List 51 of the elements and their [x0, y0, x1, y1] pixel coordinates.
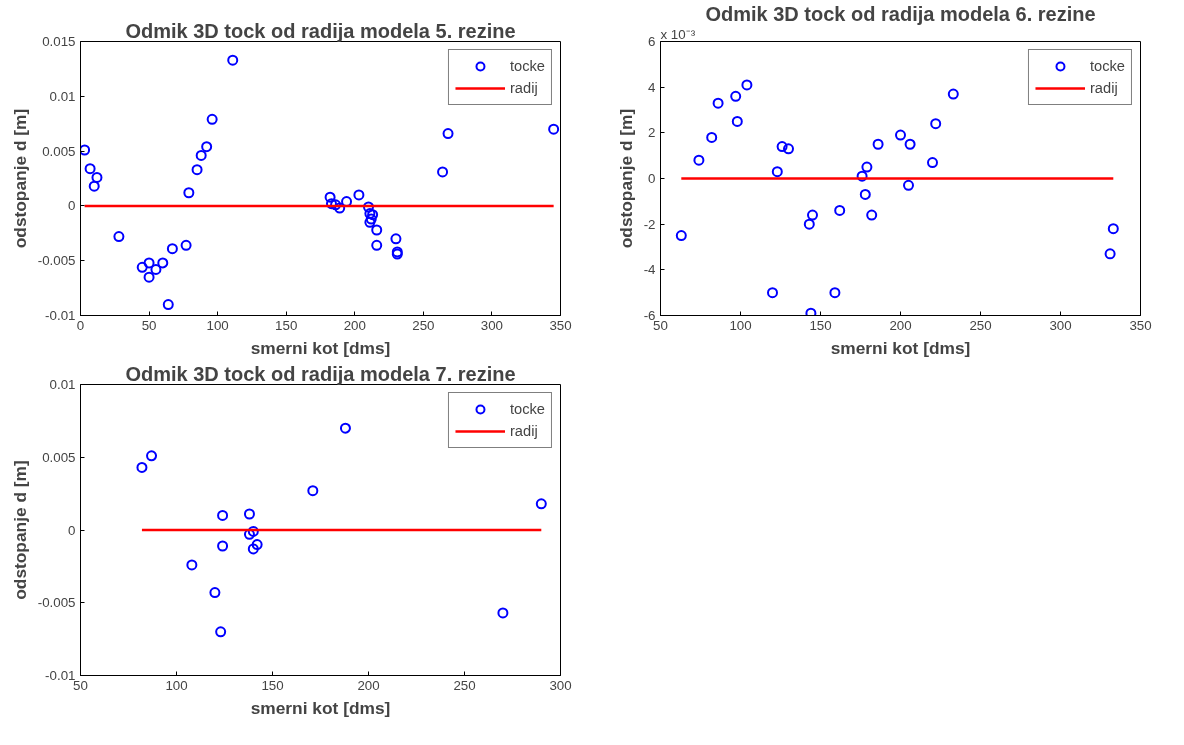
- chart-title: Odmik 3D tock od radija modela 7. rezine: [125, 362, 516, 385]
- text: x 10⁻³: [660, 26, 696, 42]
- x-tick-label: 150: [275, 317, 298, 333]
- x-tick-label: 200: [357, 677, 380, 693]
- x-tick-label: 350: [1129, 317, 1152, 333]
- x-tick-label: 250: [969, 317, 992, 333]
- x-tick-label: 50: [141, 317, 157, 333]
- x-tick-label: 250: [412, 317, 435, 333]
- x-tick-label: 150: [261, 677, 284, 693]
- x-tick-label: 200: [889, 317, 912, 333]
- y-tick-label: -0.005: [37, 595, 76, 611]
- legend-label: radij: [509, 423, 538, 439]
- x-tick-label: 100: [165, 677, 188, 693]
- y-tick-label: 0: [648, 171, 656, 186]
- y-tick-label: 6: [648, 34, 656, 49]
- x-axis-title: smerni kot [dms]: [250, 337, 391, 358]
- chart-title: Odmik 3D tock od radija modela 5. rezine: [125, 19, 516, 42]
- legend-label: tocke: [1089, 58, 1125, 74]
- y-tick-label: 2: [648, 125, 656, 141]
- y-tick-label: -0.005: [37, 253, 76, 269]
- y-axis-title: odstopanje d [m]: [9, 460, 30, 600]
- y-tick-label: 0: [68, 198, 76, 214]
- x-tick-label: 350: [549, 317, 572, 333]
- legend-label: radij: [509, 80, 538, 96]
- legend-label: tocke: [509, 401, 545, 417]
- x-tick-label: 250: [453, 677, 476, 693]
- x-axis-title: smerni kot [dms]: [250, 697, 391, 718]
- y-tick-label: -0.01: [45, 308, 76, 323]
- chart-title: Odmik 3D tock od radija modela 6. rezine: [705, 2, 1096, 25]
- x-axis-title: smerni kot [dms]: [830, 337, 971, 358]
- x-tick-label: 200: [343, 317, 366, 333]
- y-tick-label: -2: [643, 216, 656, 232]
- y-tick-label: 0: [68, 522, 76, 538]
- y-axis-title: odstopanje d [m]: [9, 108, 30, 249]
- legend-label: radij: [1089, 80, 1118, 96]
- y-axis-title: odstopanje d [m]: [615, 108, 636, 249]
- x-tick-label: 100: [206, 317, 229, 333]
- x-tick-label: 100: [729, 317, 752, 333]
- legend-label: tocke: [509, 58, 545, 74]
- y-tick-label: -4: [643, 262, 657, 278]
- y-tick-label: 0.01: [49, 88, 76, 104]
- y-tick-label: 0.01: [49, 377, 76, 392]
- y-tick-label: 4: [648, 79, 657, 95]
- x-tick-label: 300: [1049, 317, 1072, 333]
- y-tick-label: 0.015: [42, 34, 76, 49]
- x-tick-label: 50: [73, 677, 88, 693]
- x-tick-label: 300: [480, 317, 504, 333]
- x-tick-label: 150: [809, 317, 832, 333]
- y-tick-label: 0.005: [42, 143, 76, 159]
- x-tick-label: 300: [549, 677, 572, 693]
- y-tick-label: 0.005: [42, 449, 76, 465]
